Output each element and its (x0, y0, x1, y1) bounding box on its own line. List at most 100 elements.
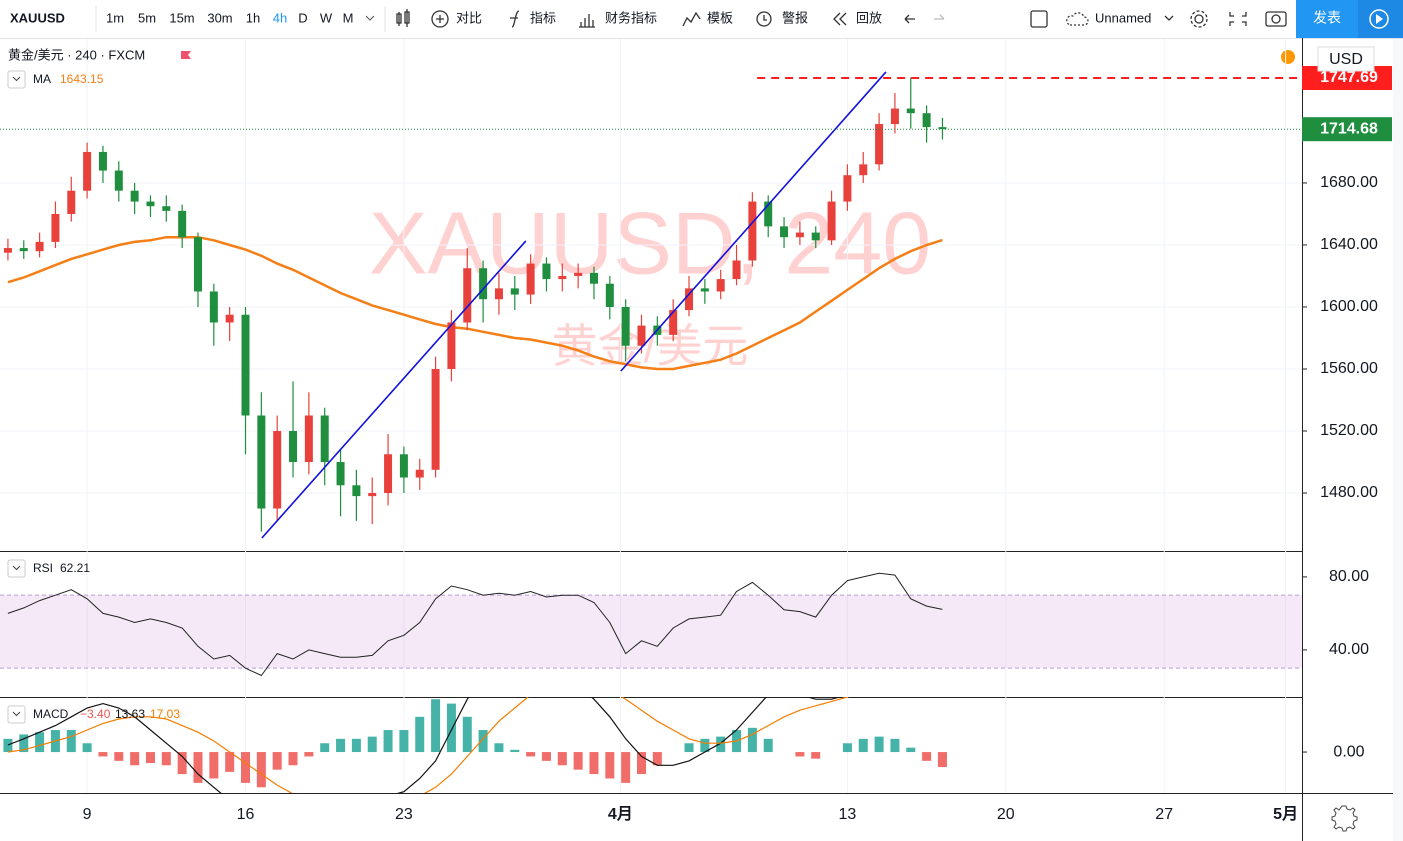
pane-borders (0, 38, 1403, 841)
y-tick-label: 80.00 (1329, 568, 1369, 585)
toolbar-button[interactable]: 指标 (530, 10, 556, 25)
layout-icon[interactable] (1030, 10, 1048, 28)
macd-histogram-bar (98, 752, 108, 757)
signal-line (7, 697, 850, 793)
candle-body (780, 226, 789, 238)
toolbar-button[interactable]: 回放 (856, 10, 882, 25)
macd-histogram-bar (874, 736, 884, 753)
interval[interactable]: 1m (106, 10, 124, 25)
candle-body (811, 232, 820, 241)
chevron[interactable] (365, 15, 375, 21)
candle-body (289, 431, 298, 463)
macd-histogram-bar (66, 730, 76, 753)
candle-body (447, 322, 456, 369)
candle-body (415, 469, 424, 478)
ma-value: 1643.15 (60, 72, 104, 86)
collapse-button[interactable] (7, 705, 26, 724)
candle-body (320, 415, 329, 463)
interval[interactable]: 4h (273, 10, 287, 25)
macd-histogram-bar (636, 752, 646, 775)
interval[interactable]: D (298, 10, 307, 25)
symbol[interactable]: XAUUSD (10, 10, 65, 25)
candle-body (621, 306, 630, 346)
candle-body (510, 288, 519, 295)
candle-body (225, 314, 234, 323)
x-tick-label: 20 (997, 806, 1015, 823)
toolbar-button[interactable]: 财务指标 (605, 10, 657, 25)
interval[interactable]: 30m (207, 10, 232, 25)
candle-body (463, 268, 472, 323)
toolbar-button[interactable]: 对比 (456, 10, 482, 25)
candle-body (764, 201, 773, 227)
candle-body (526, 263, 535, 295)
axis-settings-icon[interactable] (1331, 805, 1358, 832)
macd-histogram-bar (858, 738, 868, 753)
y-tick-label: 1520.00 (1320, 422, 1378, 439)
candle-body (273, 431, 282, 509)
watermark-title: XAUUSD, 240 (369, 193, 931, 292)
x-tick-label: 23 (395, 806, 413, 823)
publish-label[interactable]: 发表 (1313, 10, 1341, 26)
template-icon[interactable] (682, 11, 701, 27)
interval[interactable]: 15m (169, 10, 194, 25)
trend-line (261, 240, 527, 539)
rsi-value: 62.21 (60, 561, 90, 575)
macd-histogram-bar (605, 752, 615, 779)
toolbar-button[interactable]: 模板 (707, 10, 733, 25)
candle-body (605, 283, 614, 307)
macd-histogram-bar (336, 738, 346, 753)
chart-layer: XAUUSD, 240 黄金/美元 9 16 23 4月 13 20 27 5月 1480.00 15… (0, 39, 1392, 823)
macd-histogram-bar (589, 752, 599, 775)
candle-body (574, 272, 583, 276)
interval[interactable]: W (320, 10, 333, 25)
macd-histogram-bar (288, 752, 298, 766)
y-tick-label: 1560.00 (1320, 360, 1378, 377)
candle-body (3, 248, 12, 253)
interval[interactable]: 5m (138, 10, 156, 25)
x-tick-label: 9 (83, 806, 92, 823)
last-price-box (1302, 117, 1392, 142)
flag-icon[interactable] (181, 51, 191, 59)
replay-icon[interactable] (833, 12, 847, 26)
macd-histogram-bar (320, 743, 330, 753)
redo-icon[interactable] (934, 14, 945, 20)
compare-icon[interactable] (431, 10, 449, 28)
macd-histogram-bar (922, 752, 932, 761)
macd-histogram-bar (304, 752, 314, 757)
interval[interactable]: 1h (246, 10, 260, 25)
camera-icon[interactable] (1265, 11, 1287, 27)
financial-icon[interactable] (579, 14, 595, 28)
candle-body (890, 108, 899, 125)
ma-name: MA (33, 72, 51, 86)
macd-histogram-bar (383, 730, 393, 753)
event-icon[interactable] (1281, 50, 1295, 64)
fullscreen-icon[interactable] (1229, 12, 1247, 26)
rsi-pane (0, 572, 1302, 677)
macd-histogram-bar (842, 743, 852, 753)
candle-body (130, 190, 139, 202)
candle-icon[interactable] (396, 9, 410, 27)
layout-name[interactable]: Unnamed (1095, 10, 1151, 25)
fx-icon[interactable] (510, 10, 520, 28)
high-price-label: 1747.69 (1320, 69, 1378, 86)
collapse-button[interactable] (7, 70, 26, 89)
undo-icon[interactable] (904, 14, 915, 24)
currency-label: USD (1329, 51, 1363, 68)
icons (396, 9, 1287, 28)
candle-body (558, 275, 567, 280)
cloud-icon[interactable] (1066, 12, 1089, 26)
interval[interactable]: M (343, 10, 354, 25)
last-price-label: 1714.68 (1320, 120, 1378, 137)
candle-body (685, 288, 694, 311)
candle-body (479, 268, 488, 300)
collapse-button[interactable] (7, 559, 26, 578)
publish-button[interactable] (1296, 0, 1358, 38)
candle-body (304, 415, 313, 463)
y-tick-label: 1600.00 (1320, 298, 1378, 315)
candle-body (51, 213, 60, 242)
alert-icon[interactable] (756, 11, 772, 27)
settings-icon[interactable] (1194, 14, 1204, 24)
toolbar-button[interactable]: 警报 (782, 10, 808, 25)
candle-body (384, 454, 393, 494)
